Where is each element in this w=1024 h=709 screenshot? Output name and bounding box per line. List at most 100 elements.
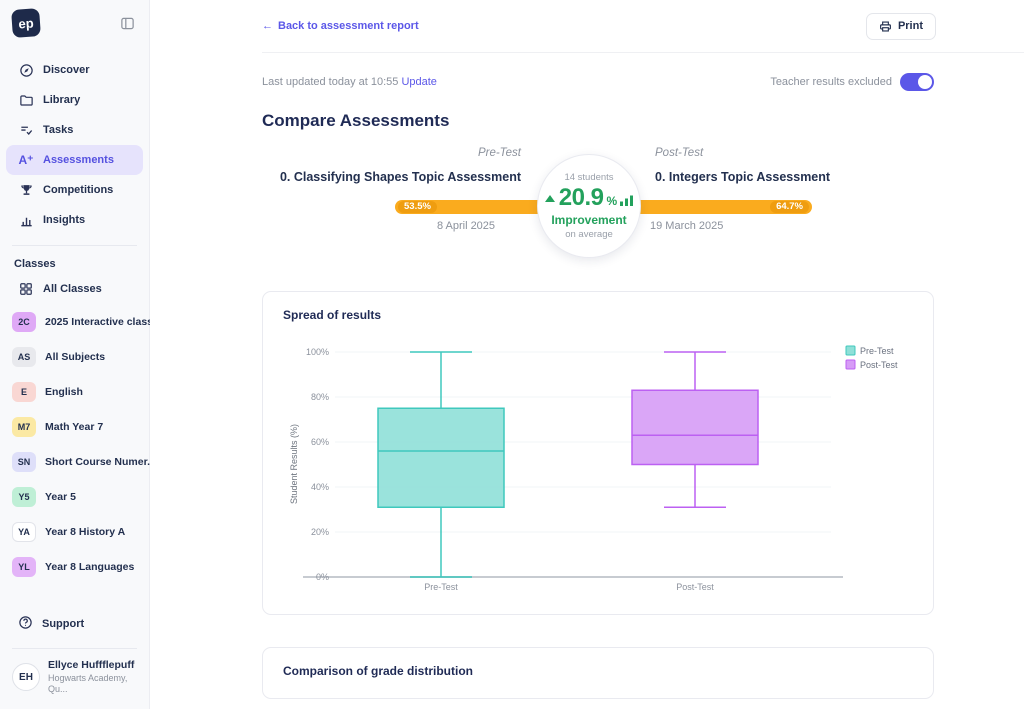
- class-label: English: [45, 385, 83, 398]
- user-profile[interactable]: EH Ellyce Huffflepuff Hogwarts Academy, …: [0, 657, 149, 709]
- class-item[interactable]: Y5 Year 5: [0, 479, 149, 514]
- class-label: Year 8 History A: [45, 525, 126, 538]
- topbar-divider: [262, 52, 1024, 53]
- legend-swatch: [845, 345, 856, 356]
- y-axis-label: Student Results (%): [289, 424, 299, 504]
- y-tick-label: 80%: [311, 392, 329, 402]
- sidebar-item-library[interactable]: Library: [0, 85, 149, 115]
- sidebar-item-label: Insights: [43, 214, 86, 226]
- class-badge: M7: [12, 416, 36, 437]
- y-tick-label: 100%: [306, 347, 329, 357]
- back-link[interactable]: ← Back to assessment report: [262, 20, 419, 32]
- sidebar-item-label: Tasks: [43, 124, 74, 136]
- trophy-icon: [18, 183, 34, 198]
- percent-sign: %: [606, 194, 618, 208]
- sidebar-item-support[interactable]: Support: [0, 608, 149, 640]
- class-item[interactable]: E English: [0, 374, 149, 409]
- class-badge: Y5: [12, 486, 36, 507]
- post-score-badge: 64.7%: [770, 201, 809, 213]
- question-circle-icon: [18, 615, 33, 633]
- sidebar-item-assessments[interactable]: A⁺ Assessments: [6, 145, 143, 175]
- sidebar-item-competitions[interactable]: Competitions: [0, 175, 149, 205]
- improvement-value: 20.9: [558, 184, 604, 211]
- pre-test-title: 0. Classifying Shapes Topic Assessment: [279, 170, 521, 184]
- post-test-tag: Post-Test: [655, 147, 704, 159]
- back-link-label: Back to assessment report: [278, 20, 419, 32]
- sidebar-item-tasks[interactable]: Tasks: [0, 115, 149, 145]
- on-average-label: on average: [565, 229, 613, 240]
- grid-icon: [18, 282, 34, 296]
- y-tick-label: 40%: [311, 482, 329, 492]
- sidebar-nav: Discover Library Tasks A⁺ Assessments Competi…: [0, 55, 149, 235]
- box-post-test: [631, 389, 759, 466]
- class-item[interactable]: M7 Math Year 7: [0, 409, 149, 444]
- class-item[interactable]: 2C 2025 Interactive class: [0, 304, 153, 339]
- main-area: ← Back to assessment report Print: [150, 0, 1024, 709]
- boxplot-svg: 0% 20% 40% 60% 80% 100% Student Results (%) Pre…: [289, 345, 898, 592]
- grades-card-title: Comparison of grade distribution: [283, 664, 474, 678]
- pre-score-badge: 53.5%: [398, 201, 437, 213]
- sidebar: ep Discover Library Tasks A⁺ Assessments Comp…: [0, 0, 156, 709]
- ep-logo[interactable]: ep: [11, 8, 41, 38]
- post-test-date: 19 March 2025: [650, 220, 724, 232]
- page-title: Compare Assessments: [262, 111, 450, 130]
- folder-icon: [18, 93, 34, 108]
- sidebar-item-discover[interactable]: Discover: [0, 55, 149, 85]
- printer-icon: [879, 20, 892, 33]
- user-org: Hogwarts Academy, Qu...: [48, 672, 128, 694]
- growth-bars-icon: [620, 195, 634, 206]
- class-badge: E: [12, 381, 36, 402]
- y-tick-label: 20%: [311, 527, 329, 537]
- print-button[interactable]: Print: [865, 12, 936, 40]
- update-link[interactable]: Update: [401, 76, 437, 88]
- class-list: 2C 2025 Interactive class AS All Subjects E E…: [0, 304, 156, 584]
- sidebar-item-label: Competitions: [43, 184, 114, 196]
- improvement-label: Improvement: [551, 213, 627, 227]
- boxplot-chart: 0% 20% 40% 60% 80% 100% Student Results (%) Pre…: [283, 338, 913, 605]
- tasks-icon: [18, 123, 34, 138]
- class-label: Math Year 7: [45, 420, 104, 433]
- sidebar-item-label: All Classes: [43, 283, 102, 295]
- box-pre-test: [377, 407, 505, 508]
- class-badge: YA: [12, 521, 36, 542]
- grade-distribution-card: Comparison of grade distribution: [262, 647, 934, 699]
- improvement-circle: 14 students 20.9 % Impro: [537, 154, 641, 258]
- class-label: 2025 Interactive class: [45, 315, 153, 328]
- class-badge: 2C: [12, 311, 36, 332]
- x-category-label: Pre-Test: [424, 582, 458, 592]
- sidebar-collapse-icon[interactable]: [120, 16, 135, 31]
- avatar: EH: [12, 663, 40, 692]
- last-updated-text: Last updated today at 10:55 Update: [262, 76, 437, 88]
- legend-label: Post-Test: [860, 360, 898, 370]
- class-item[interactable]: AS All Subjects: [0, 339, 149, 374]
- user-divider: [12, 648, 137, 650]
- assessments-icon: A⁺: [18, 153, 34, 167]
- students-count: 14 students: [564, 172, 614, 183]
- classes-header: Classes: [14, 258, 56, 270]
- class-item[interactable]: YA Year 8 History A: [0, 514, 149, 549]
- sidebar-item-label: Discover: [43, 64, 90, 76]
- class-item[interactable]: YL Year 8 Languages: [0, 549, 149, 584]
- spread-of-results-card: Spread of results 0% 20% 40% 60% 80% 100% Stud…: [262, 291, 934, 615]
- topbar: ← Back to assessment report Print: [150, 0, 1024, 52]
- class-item[interactable]: SN Short Course Numer...: [0, 444, 156, 479]
- print-button-label: Print: [897, 20, 923, 32]
- x-category-label: Post-Test: [676, 582, 714, 592]
- class-label: All Subjects: [45, 350, 106, 363]
- teacher-toggle-label: Teacher results excluded: [770, 76, 892, 88]
- up-triangle-icon: [544, 194, 555, 202]
- post-test-title: 0. Integers Topic Assessment: [655, 170, 831, 184]
- class-label: Year 8 Languages: [45, 560, 135, 573]
- sidebar-item-insights[interactable]: Insights: [0, 205, 149, 235]
- sidebar-divider: [12, 245, 137, 246]
- legend-swatch: [845, 359, 856, 370]
- sidebar-item-label: Library: [43, 94, 81, 106]
- class-badge: AS: [12, 346, 36, 367]
- support-label: Support: [42, 618, 85, 631]
- legend-label: Pre-Test: [860, 346, 894, 356]
- class-badge: YL: [12, 556, 36, 577]
- teacher-results-toggle[interactable]: [900, 73, 934, 91]
- compass-icon: [18, 63, 34, 78]
- sidebar-item-all-classes[interactable]: All Classes: [0, 274, 149, 304]
